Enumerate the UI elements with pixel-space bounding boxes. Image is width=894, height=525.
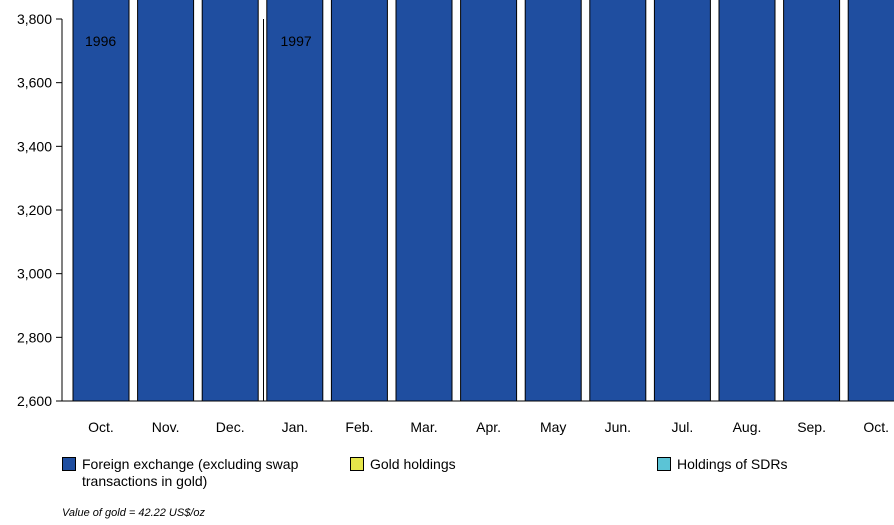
legend-swatch-sdr-holdings [657, 457, 671, 471]
legend: Foreign exchange (excluding swap transac… [0, 456, 894, 500]
legend-swatch-foreign-exchange [62, 457, 76, 471]
x-tick-label: Dec. [216, 419, 245, 435]
bar-segment-foreign-exchange [201, 0, 259, 402]
x-tick-label: Oct. [88, 419, 114, 435]
y-tick-label: 2,600 [17, 393, 52, 409]
bar-segment-foreign-exchange [137, 0, 195, 402]
bar-segment-foreign-exchange [395, 0, 453, 402]
year-label: 1996 [85, 33, 116, 49]
x-tick-label: Oct. [863, 419, 889, 435]
x-tick-label: Jun. [605, 419, 631, 435]
bars [72, 0, 894, 402]
y-tick-label: 3,600 [17, 75, 52, 91]
x-tick-label: Feb. [345, 419, 373, 435]
bar-segment-foreign-exchange [460, 0, 518, 402]
x-tick-label: Mar. [410, 419, 437, 435]
footnote: Value of gold = 42.22 US$/oz [62, 507, 205, 519]
y-tick-label: 3,800 [17, 11, 52, 27]
bar-segment-foreign-exchange [266, 0, 324, 402]
bar-segment-foreign-exchange [847, 0, 894, 402]
legend-item-gold-holdings: Gold holdings [350, 456, 456, 473]
year-label: 1997 [281, 33, 312, 49]
bar-segment-foreign-exchange [330, 0, 388, 402]
x-tick-label: Nov. [152, 419, 180, 435]
x-tick-label: Apr. [476, 419, 501, 435]
x-tick-label: Jan. [282, 419, 308, 435]
bar-segment-foreign-exchange [589, 0, 647, 402]
y-tick-label: 3,400 [17, 138, 52, 154]
y-tick-label: 3,200 [17, 202, 52, 218]
x-tick-label: Aug. [733, 419, 762, 435]
x-tick-label: May [540, 419, 566, 435]
bar-segment-foreign-exchange [72, 0, 130, 402]
legend-item-foreign-exchange: Foreign exchange (excluding swap transac… [62, 456, 362, 490]
x-tick-label: Sep. [797, 419, 826, 435]
y-axis: 2,600 2,800 3,000 3,200 3,400 3,600 3,800 [17, 11, 63, 409]
bar-segment-foreign-exchange [653, 0, 711, 402]
x-axis: Oct. Nov. Dec. Jan. Feb. Mar. Apr. May Jun. Jul. A… [62, 400, 894, 435]
legend-swatch-gold-holdings [350, 457, 364, 471]
bar-segment-foreign-exchange [524, 0, 582, 402]
x-tick-label: Jul. [672, 419, 694, 435]
bar-segment-foreign-exchange [783, 0, 841, 402]
legend-item-sdr-holdings: Holdings of SDRs [657, 456, 788, 473]
y-tick-label: 3,000 [17, 266, 52, 282]
bar-segment-foreign-exchange [718, 0, 776, 402]
legend-label-foreign-exchange: Foreign exchange (excluding swap transac… [82, 456, 299, 489]
legend-label-gold-holdings: Gold holdings [370, 456, 456, 472]
legend-label-sdr-holdings: Holdings of SDRs [677, 456, 788, 472]
stacked-bar-chart: 2,600 2,800 3,000 3,200 3,400 3,600 3,800 Oct.… [17, 0, 894, 435]
year-markers: 1996 1997 [85, 19, 312, 401]
y-tick-label: 2,800 [17, 329, 52, 345]
